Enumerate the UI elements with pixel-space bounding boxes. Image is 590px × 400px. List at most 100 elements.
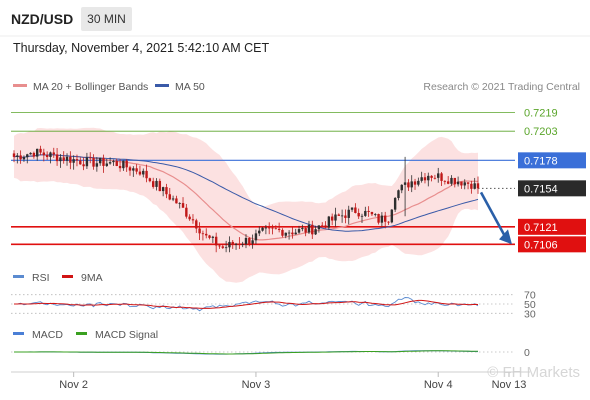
candle-body-13	[55, 154, 59, 162]
candle-body-24	[92, 157, 95, 167]
candle-body-90	[311, 224, 314, 235]
candle-body-19	[75, 159, 79, 161]
candle-body-97	[334, 214, 337, 221]
level-tag-2	[518, 152, 586, 169]
candle-body-81	[281, 229, 284, 236]
rsi-ma-legend-swatch	[62, 275, 73, 278]
candle-body-67	[234, 243, 238, 245]
candle-body-80	[277, 228, 281, 230]
candle-body-110	[377, 214, 380, 223]
candle-body-89	[307, 224, 311, 233]
candle-body-3	[22, 157, 26, 160]
candle-body-20	[79, 160, 82, 165]
ma50-legend-swatch	[155, 84, 169, 87]
candle-body-112	[384, 215, 387, 222]
candle-body-99	[340, 215, 344, 217]
candle-body-107	[367, 210, 370, 212]
candle-body-21	[82, 164, 85, 167]
candle-body-108	[370, 211, 374, 215]
candle-body-11	[49, 152, 52, 158]
candle-body-91	[314, 229, 317, 235]
bollinger-bands	[14, 127, 478, 283]
candle-body-23	[89, 157, 92, 159]
candle-body-117	[400, 184, 403, 191]
candle-body-122	[417, 180, 420, 185]
candle-body-85	[294, 232, 297, 235]
candle-body-115	[393, 198, 397, 210]
rsi-ma-legend-label: 9MA	[81, 272, 103, 284]
candle-body-84	[291, 232, 294, 235]
candle-body-12	[52, 152, 55, 155]
x-tick-label-2: Nov 4	[424, 379, 453, 391]
candle-body-109	[374, 214, 377, 215]
candle-body-79	[274, 228, 278, 230]
ma20-legend-label: MA 20 + Bollinger Bands	[33, 81, 148, 93]
ma20-legend-swatch	[13, 84, 27, 87]
candle-body-136	[463, 182, 466, 186]
candle-body-111	[380, 215, 384, 223]
candle-body-83	[287, 232, 291, 234]
candle-body-137	[466, 182, 470, 184]
candle-body-77	[268, 227, 271, 229]
candle-body-29	[108, 162, 112, 164]
candle-body-66	[231, 241, 234, 245]
x-tick-label-0: Nov 2	[59, 379, 88, 391]
candle-body-87	[301, 228, 304, 230]
ma50-legend-label: MA 50	[175, 81, 205, 93]
candle-body-10	[45, 155, 49, 158]
x-tick-label-1: Nov 3	[242, 379, 271, 391]
candle-body-101	[347, 209, 350, 218]
timeframe-badge[interactable]	[81, 7, 132, 31]
candle-body-30	[112, 160, 115, 163]
candle-body-129	[440, 173, 443, 181]
candle-body-25	[95, 163, 99, 167]
candle-body-114	[390, 209, 394, 223]
candle-body-105	[360, 215, 364, 217]
candle-body-116	[397, 190, 400, 199]
rsi-tick-2: 30	[524, 308, 536, 320]
candle-body-40	[145, 170, 148, 179]
candle-body-15	[62, 157, 65, 161]
candle-body-98	[337, 214, 340, 216]
rsi-ma-line	[14, 299, 479, 309]
candle-body-73	[254, 233, 258, 241]
candle-body-35	[128, 167, 132, 171]
macd-signal-legend-label: MACD Signal	[95, 329, 158, 341]
candle-body-102	[350, 207, 354, 210]
candle-body-120	[410, 181, 413, 188]
candle-body-138	[470, 183, 473, 189]
candle-body-14	[59, 157, 62, 162]
candle-body-6	[32, 152, 36, 157]
candle-body-52	[185, 207, 188, 217]
level-label-1: 0.7203	[524, 126, 558, 138]
candle-body-94	[324, 225, 327, 228]
macd-tick-0: 0	[524, 347, 530, 359]
candle-body-62	[218, 245, 221, 247]
rsi-legend: RSI 9MA	[13, 272, 103, 284]
candle-body-59	[208, 235, 211, 238]
candle-body-96	[330, 216, 334, 221]
candle-body-118	[403, 182, 407, 185]
candle-body-45	[161, 187, 165, 192]
candle-body-9	[42, 152, 46, 156]
level-tag-5	[518, 236, 586, 253]
watermark: © FH Markets	[487, 364, 580, 381]
candle-body-51	[181, 203, 185, 208]
candle-body-47	[168, 194, 171, 200]
candle-body-82	[284, 232, 287, 236]
candle-body-95	[327, 216, 331, 228]
candle-body-18	[72, 159, 75, 163]
rsi-legend-swatch	[13, 275, 24, 278]
candle-body-123	[420, 177, 423, 181]
candle-body-124	[423, 177, 427, 181]
candle-body-72	[251, 240, 254, 244]
macd-signal-legend-swatch	[76, 332, 87, 335]
candle-body-65	[228, 241, 231, 248]
candle-body-49	[175, 198, 178, 204]
credit-label: Research © 2021 Trading Central	[423, 81, 580, 93]
candle-body-92	[317, 225, 321, 230]
candle-body-27	[102, 157, 105, 166]
candle-body-75	[261, 227, 264, 231]
candle-body-64	[224, 247, 228, 249]
